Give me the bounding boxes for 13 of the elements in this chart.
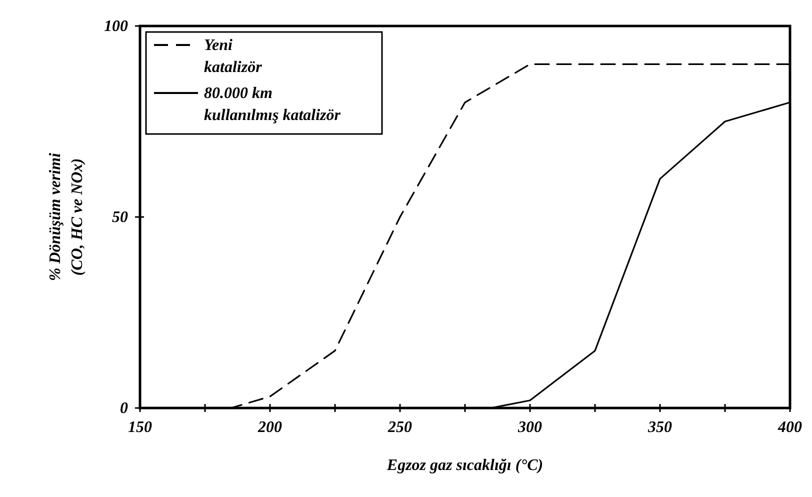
x-tick-label: 200 — [257, 419, 282, 436]
x-tick-label: 350 — [647, 419, 672, 436]
x-tick-label: 400 — [777, 419, 802, 436]
x-tick-label: 150 — [128, 419, 152, 436]
y-tick-label: 50 — [112, 209, 128, 226]
legend-label: Yeni katalizör — [204, 37, 263, 76]
x-axis-title: Egzoz gaz sıcaklığı (°C) — [386, 457, 544, 474]
y-tick-label: 100 — [104, 18, 128, 35]
legend-label: 80.000 km kullanılmış katalizör — [204, 85, 342, 124]
y-tick-label: 0 — [120, 400, 128, 417]
x-tick-label: 300 — [517, 419, 542, 436]
x-tick-label: 250 — [387, 419, 412, 436]
y-axis-title: % Dönüşüm verimi (CO, HC ve NOx) — [47, 152, 86, 282]
